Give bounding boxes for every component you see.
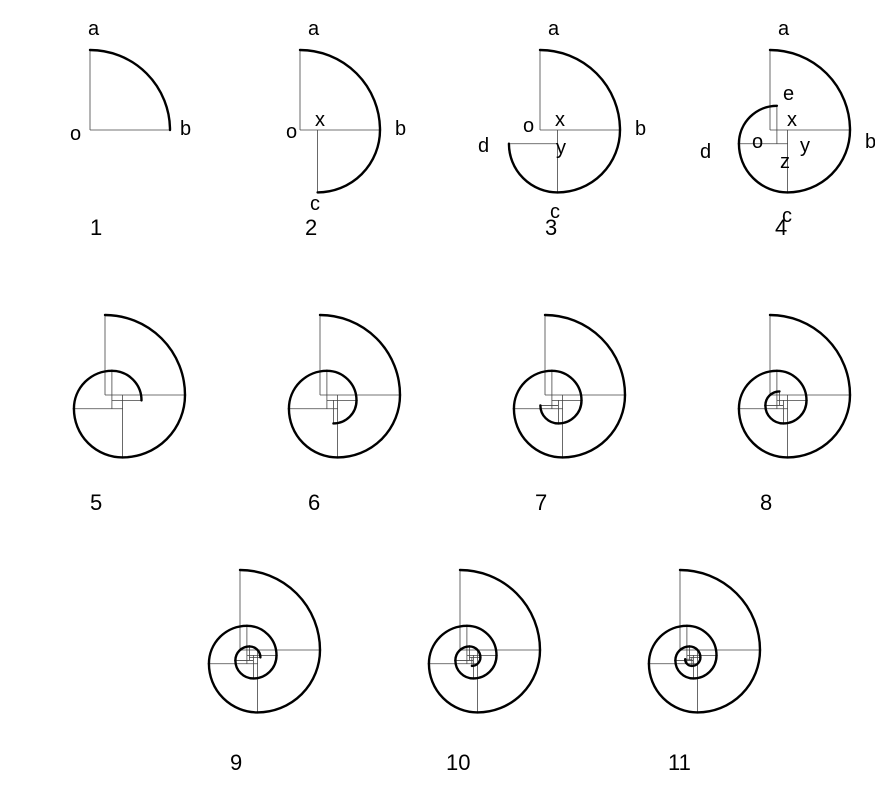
point-label: e xyxy=(783,83,794,105)
panel-caption: 1 xyxy=(90,215,102,240)
point-label: a xyxy=(548,18,560,40)
panel-caption: 8 xyxy=(760,490,772,515)
p5: 5 xyxy=(74,315,185,515)
p3: 3abcdxyo xyxy=(478,18,646,240)
p8: 8 xyxy=(739,315,850,515)
p2: 2 a b c xo xyxy=(286,18,406,240)
point-label: a xyxy=(308,18,320,40)
p10: 10 xyxy=(429,570,540,775)
point-label: o xyxy=(523,115,534,137)
point-label: b xyxy=(635,118,646,140)
point-label: z xyxy=(780,151,790,173)
point-label: x xyxy=(555,109,565,131)
p7: 7 xyxy=(514,315,625,515)
point-label: x xyxy=(787,109,797,131)
point-label: x xyxy=(315,109,325,131)
point-label: d xyxy=(700,141,711,163)
point-label: b xyxy=(395,118,406,140)
point-label: o xyxy=(70,123,81,145)
panel-caption: 6 xyxy=(308,490,320,515)
point-label: a xyxy=(778,18,790,40)
p9: 9 xyxy=(209,570,320,775)
point-label: b xyxy=(865,131,875,153)
panel-caption: 9 xyxy=(230,750,242,775)
point-label: c xyxy=(782,205,792,227)
panel-caption: 10 xyxy=(446,750,470,775)
point-label: d xyxy=(478,135,489,157)
point-label: y xyxy=(556,137,566,159)
point-label: c xyxy=(550,201,560,223)
point-label: o xyxy=(752,131,763,153)
spiral-diagram: 1abo2abcxo3abcdxyo4abcdexyzo567891011 xyxy=(0,0,875,788)
p1: 1 a b o xyxy=(70,18,191,240)
panel-caption: 2 xyxy=(305,215,317,240)
panel-caption: 7 xyxy=(535,490,547,515)
panel-caption: 11 xyxy=(668,750,691,775)
p11: 11 xyxy=(649,570,760,775)
point-label: c xyxy=(310,193,320,215)
point-label: y xyxy=(800,135,810,157)
point-label: o xyxy=(286,121,297,143)
p6: 6 xyxy=(289,315,400,515)
panel-caption: 5 xyxy=(90,490,102,515)
point-label: b xyxy=(180,118,191,140)
p4: 4abcdexyzo xyxy=(700,18,875,240)
point-label: a xyxy=(88,18,100,40)
